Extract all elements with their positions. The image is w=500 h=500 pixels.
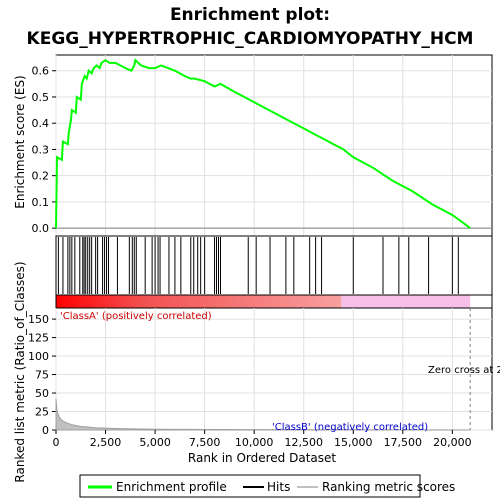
x-tick-label: 7,500 [189, 436, 221, 449]
negative-band [341, 295, 471, 308]
zero-cross-label: Zero cross at 2 [428, 365, 500, 376]
metric-y-tick-label: 50 [35, 387, 49, 400]
hits-panel [55, 235, 493, 296]
x-tick-label: 2,500 [90, 436, 122, 449]
legend: Enrichment profile Hits Ranking metric s… [79, 474, 455, 498]
x-axis-label: Rank in Ordered Dataset [188, 451, 336, 465]
x-axis: 0 2,500 5,000 7,500 10,000 12,500 15,000 17,500… [53, 430, 472, 449]
metric-y-tick-label: 100 [28, 350, 49, 363]
es-y-tick-label: 0.5 [32, 91, 50, 104]
x-tick-label: 17,500 [384, 436, 423, 449]
es-y-tick-label: 0.2 [32, 170, 50, 183]
color-bar [55, 294, 493, 309]
es-plot-frame [55, 54, 493, 237]
positive-band [56, 295, 342, 308]
metric-y-tick-label: 75 [35, 369, 49, 382]
x-tick-label: 12,500 [284, 436, 323, 449]
chart-title-line-1: Enrichment plot: [170, 5, 330, 25]
legend-metric-label: Ranking metric scores [322, 480, 455, 494]
legend-enrichment-label: Enrichment profile [116, 480, 227, 494]
ranking-metric-area [55, 398, 471, 431]
x-tick-label: 5,000 [139, 436, 171, 449]
class-a-label: 'ClassA' (positively correlated) [60, 311, 212, 322]
chart-title-line-2: KEGG_HYPERTROPHIC_CARDIOMYOPATHY_HCM [27, 29, 474, 49]
es-y-tick-label: 0.6 [32, 65, 50, 78]
es-y-tick-label: 0.1 [32, 196, 50, 209]
x-tick-label: 15,000 [334, 436, 373, 449]
hits-frame [55, 235, 493, 296]
es-panel: 0.0 0.1 0.2 0.3 0.4 0.5 0.6 [32, 54, 493, 237]
es-y-tick-label: 0.4 [32, 117, 50, 130]
es-y-axis-label: Enrichment score (ES) [13, 75, 27, 208]
legend-hits-label: Hits [267, 480, 290, 494]
x-tick-label: 10,000 [235, 436, 274, 449]
metric-plot-frame [55, 307, 493, 431]
es-y-tick-label: 0.0 [32, 222, 50, 235]
metric-y-axis-label: Ranked list metric (Ratio_of_Classes) [13, 261, 27, 482]
class-b-label: 'ClassB' (negatively correlated) [272, 422, 428, 433]
enrichment-profile-line [55, 58, 471, 229]
metric-y-tick-label: 0 [42, 424, 49, 437]
x-tick-label: 20,000 [433, 436, 472, 449]
metric-y-tick-label: 150 [28, 313, 49, 326]
es-y-tick-label: 0.3 [32, 143, 50, 156]
metric-y-tick-label: 25 [35, 406, 49, 419]
metric-panel: 0 25 50 75 100 125 150 [28, 307, 493, 437]
metric-y-tick-label: 125 [28, 332, 49, 345]
x-tick-label: 0 [53, 436, 60, 449]
